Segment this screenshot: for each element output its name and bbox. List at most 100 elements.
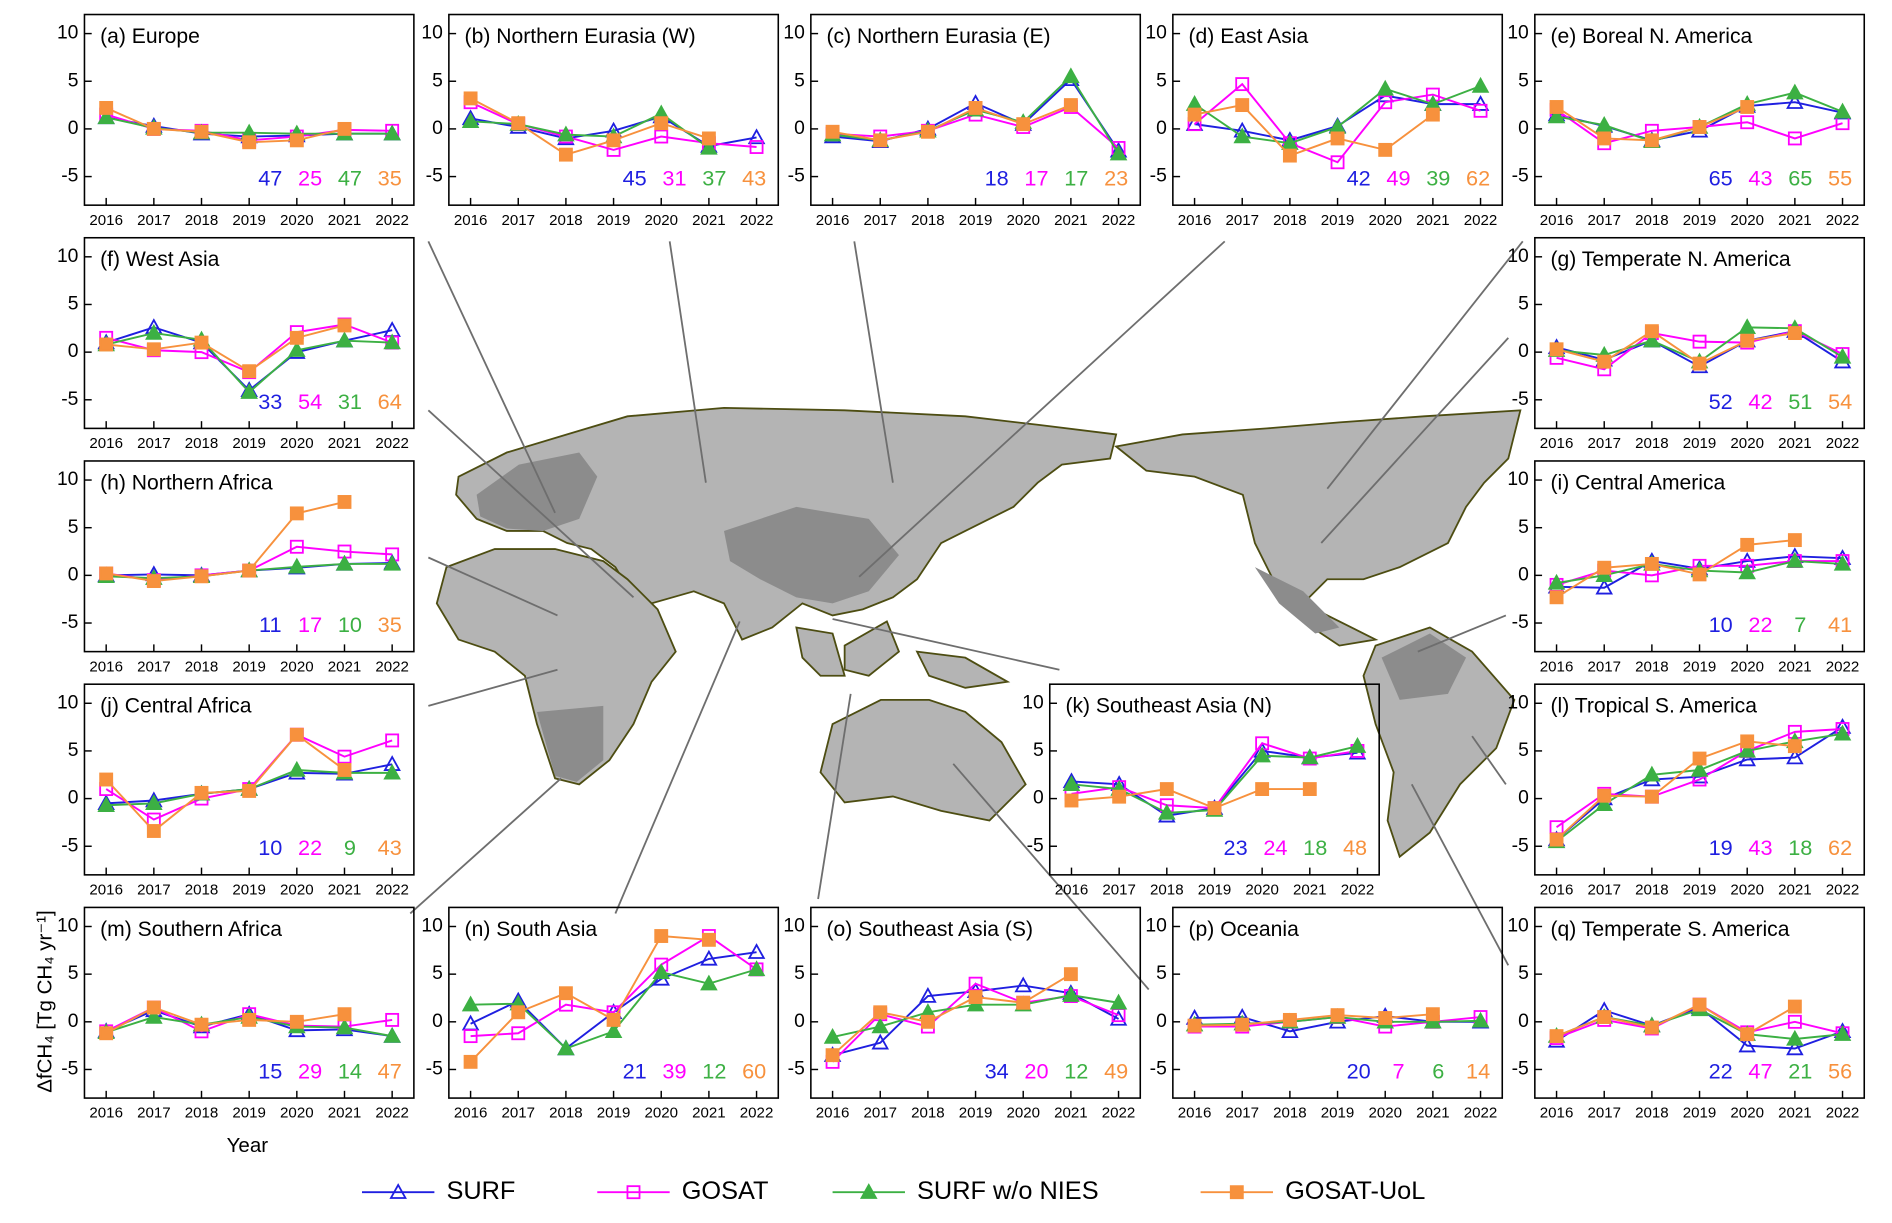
marker-square — [558, 147, 573, 162]
map-shade-europe — [476, 452, 598, 531]
map-shade-amazon — [1381, 633, 1467, 700]
y-tick-label: -5 — [788, 166, 805, 187]
y-tick-label: 0 — [68, 564, 79, 585]
x-tick-label: 2017 — [1587, 435, 1621, 452]
count-label: 47 — [258, 166, 282, 191]
x-tick-label: 2020 — [280, 435, 314, 452]
count-label: 22 — [1748, 612, 1772, 637]
marker-triangle — [1062, 986, 1080, 1002]
marker-triangle — [1233, 127, 1252, 144]
marker-triangle — [871, 1017, 890, 1034]
marker-square — [1740, 115, 1755, 130]
y-tick-label: 0 — [1518, 1011, 1529, 1032]
count-label: 49 — [1386, 166, 1410, 191]
marker-square — [194, 124, 209, 139]
x-tick-label: 2016 — [89, 658, 123, 675]
marker-triangle — [1833, 554, 1852, 571]
marker-triangle — [1547, 107, 1566, 124]
marker-triangle — [1786, 93, 1804, 109]
x-tick-label: 2019 — [1321, 212, 1355, 229]
y-tick-label: 5 — [68, 963, 79, 984]
marker-square — [654, 129, 669, 144]
panel-title: (e) Boreal N. America — [1551, 25, 1753, 48]
x-tick-label: 2021 — [328, 1105, 362, 1122]
x-tick-label: 2018 — [1635, 882, 1669, 899]
count-label: 19 — [1709, 835, 1733, 860]
marker-square — [1378, 95, 1393, 110]
y-tick-label: 5 — [432, 70, 443, 91]
count-label: 12 — [702, 1058, 726, 1083]
marker-square — [1016, 117, 1031, 132]
x-tick-label: 2021 — [1778, 658, 1812, 675]
marker-triangle — [1738, 750, 1756, 767]
map-borneo — [843, 620, 901, 677]
marker-square — [749, 140, 764, 154]
marker-triangle — [747, 943, 766, 959]
y-tick-label: 10 — [1507, 692, 1528, 713]
x-tick-label: 2022 — [740, 212, 774, 229]
x-tick-label: 2016 — [89, 882, 123, 899]
y-tick-label: 10 — [1507, 916, 1528, 937]
marker-triangle — [1301, 748, 1319, 765]
marker-triangle — [919, 986, 937, 1003]
count-label: 42 — [1347, 166, 1371, 191]
marker-square — [1255, 782, 1270, 796]
x-tick-label: 2020 — [1730, 882, 1764, 899]
count-label: 17 — [1024, 166, 1048, 191]
x-tick-label: 2017 — [1587, 212, 1621, 229]
count-label: 65 — [1788, 166, 1812, 191]
count-label: 43 — [1748, 835, 1772, 860]
marker-square — [825, 124, 840, 139]
count-label: 62 — [1466, 166, 1490, 191]
x-tick-label: 2022 — [1102, 1105, 1136, 1122]
count-label: 10 — [258, 835, 282, 860]
marker-square — [1187, 1018, 1202, 1033]
x-tick-label: 2022 — [1826, 882, 1860, 899]
marker-triangle — [557, 125, 575, 142]
marker-square — [1597, 560, 1612, 575]
y-tick-label: -5 — [61, 389, 78, 410]
x-tick-label: 2021 — [1416, 212, 1450, 229]
panel: -5 0 5 10 2016 2017 2018 2019 2020 2021 2022 (n) So… — [421, 906, 780, 1122]
marker-square — [1597, 1010, 1612, 1024]
count-label: 43 — [378, 835, 402, 860]
x-tick-label: 2017 — [863, 212, 897, 229]
marker-triangle — [97, 108, 115, 125]
marker-triangle — [145, 323, 163, 340]
x-tick-label: 2021 — [692, 1105, 726, 1122]
marker-triangle — [335, 331, 354, 348]
panel-title: (l) Tropical S. America — [1551, 695, 1758, 718]
panel-title: (n) South Asia — [465, 918, 598, 941]
marker-triangle — [1348, 737, 1367, 753]
marker-square — [1112, 789, 1127, 804]
marker-triangle — [383, 1027, 401, 1043]
x-tick-label: 2021 — [1778, 212, 1812, 229]
y-tick-label: 5 — [432, 963, 443, 984]
y-tick-label: 5 — [1518, 517, 1529, 538]
marker-square — [1235, 77, 1250, 92]
y-tick-label: 10 — [57, 469, 78, 490]
marker-triangle — [1376, 79, 1394, 96]
marker-square — [1378, 1011, 1393, 1025]
marker-square — [825, 1048, 840, 1063]
marker-square — [99, 100, 114, 115]
marker-triangle — [652, 963, 671, 979]
marker-square — [1064, 793, 1079, 808]
x-tick-label: 2016 — [1055, 882, 1089, 899]
marker-square — [1207, 801, 1222, 816]
marker-triangle — [383, 763, 401, 780]
x-tick-label: 2018 — [185, 658, 219, 675]
count-label: 6 — [1432, 1058, 1444, 1083]
leader-line — [1320, 337, 1509, 544]
marker-square — [385, 733, 400, 748]
marker-triangle — [383, 333, 401, 350]
panel: -5 0 5 10 2016 2017 2018 2019 2020 2021 2022 (f) We… — [57, 236, 415, 452]
y-axis-label: ΔfCH₄ [Tg CH₄ yr⁻¹] — [33, 910, 56, 1092]
x-tick-label: 2017 — [501, 1105, 535, 1122]
y-tick-label: 5 — [68, 740, 79, 761]
marker-square — [289, 330, 304, 345]
panel-title: (o) Southeast Asia (S) — [827, 918, 1034, 941]
x-tick-label: 2017 — [137, 658, 171, 675]
y-tick-label: 5 — [1156, 963, 1167, 984]
